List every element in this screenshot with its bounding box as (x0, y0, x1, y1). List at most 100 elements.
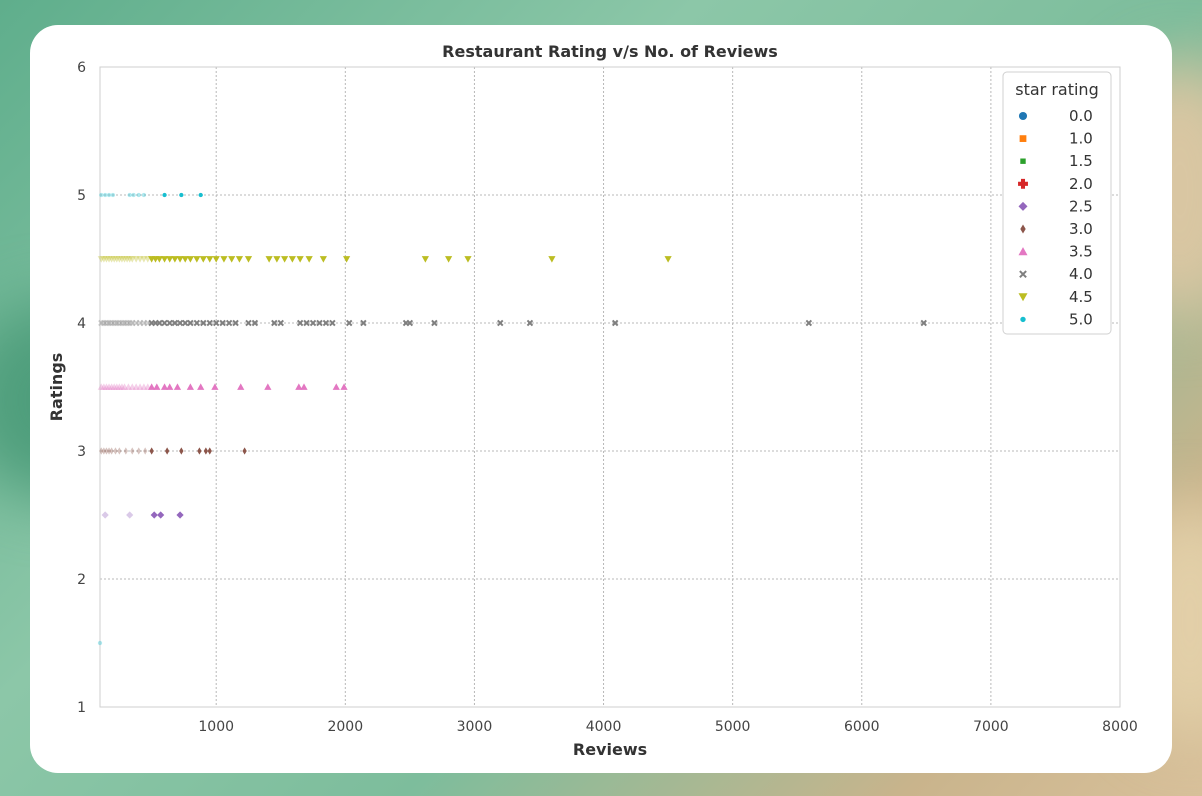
data-point (98, 319, 105, 327)
x-tick-label: 6000 (844, 719, 880, 735)
data-point (141, 192, 147, 198)
data-point (108, 319, 115, 327)
data-point (118, 383, 126, 390)
data-point (99, 192, 104, 198)
data-point (148, 383, 156, 390)
data-point (431, 319, 438, 327)
data-point (162, 192, 167, 198)
data-point (116, 319, 123, 327)
series-2.5 (101, 511, 184, 519)
data-point (143, 447, 148, 455)
data-point (179, 192, 184, 198)
data-point (281, 256, 289, 263)
legend-item: 1.5 (1020, 152, 1093, 170)
data-point (264, 383, 272, 390)
data-point (105, 256, 113, 263)
legend-marker (1019, 270, 1027, 279)
legend-label: 3.0 (1069, 220, 1093, 238)
data-point (166, 383, 174, 390)
legend-item: 4.5 (1018, 288, 1093, 306)
data-point (464, 256, 472, 263)
data-point (99, 447, 104, 455)
data-point (103, 192, 108, 198)
data-point (920, 319, 927, 327)
data-point (212, 319, 220, 327)
legend-label: 0.0 (1069, 107, 1093, 125)
data-point (126, 256, 134, 263)
data-point (245, 319, 252, 327)
y-tick-label: 6 (77, 60, 86, 76)
data-point (664, 256, 672, 263)
series-4.5 (97, 256, 672, 263)
data-point (526, 319, 534, 327)
data-point (113, 447, 118, 455)
data-point (179, 447, 184, 455)
legend-marker (1019, 135, 1027, 142)
data-point (129, 319, 136, 327)
data-point (161, 319, 168, 327)
legend-item: 5.0 (1020, 310, 1093, 328)
plot-frame (99, 66, 1121, 708)
data-point (288, 256, 296, 263)
legend: star rating 0.0 1.0 1.5 2.0 2.5 3.0 3.5 4.0 4.5 5.… (1002, 71, 1112, 335)
data-point (108, 383, 116, 390)
data-point (232, 319, 239, 327)
x-tick-label: 8000 (1102, 719, 1138, 735)
data-point (160, 383, 169, 390)
data-point (225, 319, 233, 327)
data-point (113, 256, 121, 263)
data-point (113, 383, 121, 390)
y-tick-label: 2 (77, 572, 86, 588)
data-point (219, 319, 226, 327)
data-point (140, 319, 148, 327)
data-point (106, 192, 112, 198)
data-point (105, 383, 113, 390)
data-point (130, 447, 135, 455)
data-point (198, 192, 203, 198)
data-point (171, 319, 179, 327)
y-tick-label: 5 (77, 188, 86, 204)
data-point (186, 256, 194, 263)
data-point (212, 256, 220, 263)
x-axis-title: Reviews (573, 740, 647, 759)
y-tick-label: 3 (77, 444, 86, 460)
data-point (110, 383, 118, 390)
data-point (343, 256, 351, 263)
data-point (445, 256, 453, 263)
data-point (166, 319, 173, 327)
data-point (497, 319, 504, 327)
data-point (176, 319, 184, 327)
data-point (126, 511, 134, 519)
data-point (105, 319, 113, 327)
data-point (277, 319, 284, 327)
data-point (176, 256, 184, 263)
data-point (102, 256, 111, 263)
data-point (197, 447, 202, 455)
data-point (265, 256, 273, 263)
axis-ticks: 1000 2000 3000 4000 5000 6000 7000 8000 1 2 3 4 5 6 (77, 60, 1138, 735)
data-point (421, 256, 429, 263)
legend-marker (1018, 247, 1028, 256)
series-3.5 (97, 383, 348, 390)
data-point (186, 383, 194, 390)
legend-marker (1018, 293, 1028, 302)
data-point (108, 256, 116, 263)
data-point (132, 383, 140, 390)
y-tick-label: 1 (77, 700, 86, 716)
data-point (110, 192, 116, 198)
data-point (109, 447, 114, 455)
data-point (295, 383, 303, 390)
data-point (203, 447, 209, 455)
data-point (102, 383, 111, 390)
legend-box (1002, 71, 1112, 335)
data-point (97, 383, 105, 390)
y-axis-title: Ratings (47, 353, 66, 422)
grid-lines (100, 67, 1120, 707)
data-point (220, 256, 228, 263)
data-point (157, 511, 165, 519)
legend-label: 5.0 (1069, 310, 1093, 328)
data-point (123, 319, 131, 327)
data-point (101, 447, 107, 455)
data-point (176, 511, 184, 519)
data-point (128, 383, 136, 390)
